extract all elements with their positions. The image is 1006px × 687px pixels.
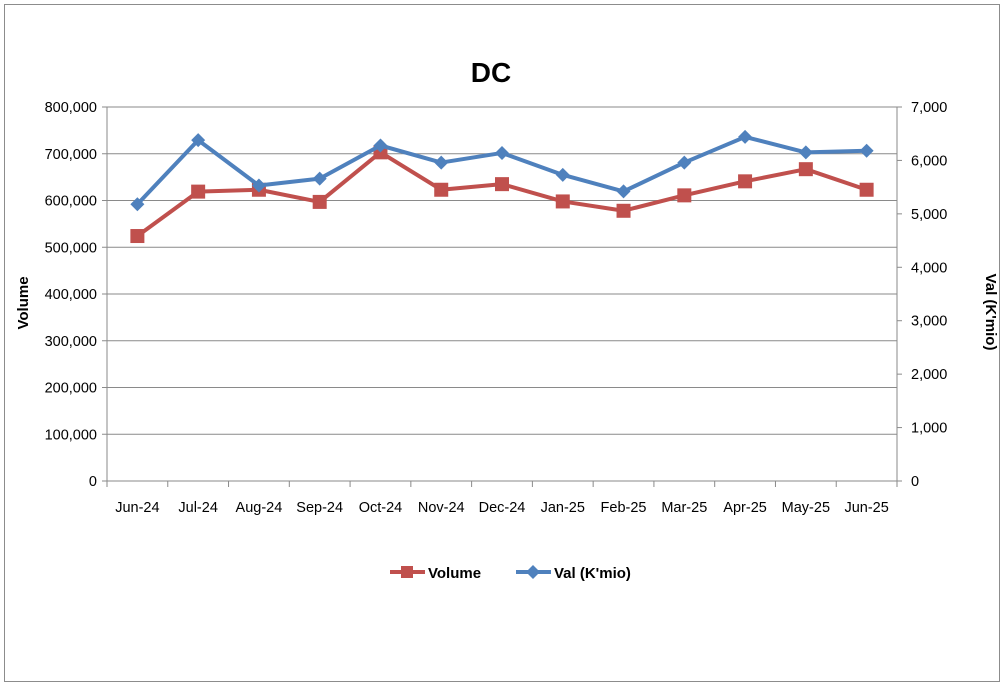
data-point-diamond: [130, 197, 145, 212]
data-point-square: [859, 182, 874, 197]
right-tick-label: 2,000: [911, 367, 947, 383]
y-left-axis-title: Volume: [15, 276, 32, 329]
x-tick-label: Sep-24: [296, 500, 343, 516]
data-point-square: [495, 177, 509, 192]
legend-item-volume: Volume: [390, 565, 481, 582]
legend: Volume Val (K'mio): [390, 565, 631, 582]
data-point-square: [130, 229, 145, 244]
right-tick-label: 5,000: [911, 207, 947, 223]
right-tick-label: 6,000: [911, 153, 947, 169]
x-axis-ticks: Jun-24 Jul-24 Aug-24 Sep-24 Oct-24 Nov-24 Dec-…: [106, 481, 898, 516]
left-axis-ticks: 0 100,000 200,000 300,000 400,000 500,000 600,…: [45, 100, 107, 490]
legend-volume-marker: [401, 566, 413, 578]
legend-volume-label: Volume: [428, 565, 481, 582]
data-point-diamond: [798, 145, 813, 160]
data-point-diamond: [312, 171, 327, 186]
data-point-diamond: [616, 184, 631, 199]
left-tick-label: 300,000: [45, 334, 97, 350]
x-tick-label: Apr-25: [723, 500, 767, 516]
x-tick-label: Jun-25: [844, 500, 888, 516]
data-point-square: [555, 194, 570, 209]
data-point-square: [191, 184, 206, 199]
y-right-axis-title: Val (K'mio): [982, 274, 999, 351]
x-tick-label: Dec-24: [479, 500, 526, 516]
left-tick-label: 400,000: [45, 287, 97, 303]
x-tick-label: Oct-24: [359, 500, 403, 516]
data-point-square: [434, 182, 449, 197]
data-point-square: [312, 194, 327, 209]
left-tick-label: 200,000: [45, 381, 97, 397]
chart-title: DC: [471, 57, 511, 88]
data-point-diamond: [677, 155, 692, 170]
x-tick-label: Jun-24: [115, 500, 159, 516]
x-tick-label: Nov-24: [418, 500, 465, 516]
right-tick-label: 3,000: [911, 314, 947, 330]
data-point-square: [798, 162, 813, 177]
data-point-diamond: [434, 155, 449, 170]
legend-val-label: Val (K'mio): [554, 565, 631, 582]
left-tick-label: 100,000: [45, 427, 97, 443]
right-tick-label: 4,000: [911, 260, 947, 276]
series-val-k-mio: [130, 129, 874, 212]
data-point-diamond: [738, 129, 753, 144]
data-point-diamond: [373, 138, 388, 153]
data-point-diamond: [191, 133, 206, 148]
left-tick-label: 0: [89, 474, 97, 490]
left-tick-label: 600,000: [45, 194, 97, 210]
left-tick-label: 500,000: [45, 240, 97, 256]
left-tick-label: 800,000: [45, 100, 97, 116]
data-point-diamond: [251, 178, 266, 193]
data-point-diamond: [555, 167, 570, 182]
x-tick-label: Aug-24: [236, 500, 283, 516]
left-tick-label: 700,000: [45, 147, 97, 163]
legend-val-marker: [526, 565, 540, 579]
data-point-square: [616, 203, 631, 218]
right-tick-label: 0: [911, 474, 919, 490]
data-point-square: [738, 174, 753, 189]
right-axis-ticks: 0 1,000 2,000 3,000 4,000 5,000 6,000 7,000: [897, 100, 947, 490]
series-layer: [130, 129, 874, 244]
x-tick-label: Jul-24: [178, 500, 218, 516]
right-tick-label: 7,000: [911, 100, 947, 116]
data-point-diamond: [859, 143, 874, 158]
x-tick-label: May-25: [782, 500, 830, 516]
data-point-square: [677, 188, 692, 203]
data-point-diamond: [495, 145, 509, 160]
x-tick-label: Mar-25: [661, 500, 707, 516]
right-tick-label: 1,000: [911, 421, 947, 437]
x-tick-label: Feb-25: [601, 500, 647, 516]
x-tick-label: Jan-25: [541, 500, 585, 516]
legend-item-val: Val (K'mio): [516, 565, 631, 582]
